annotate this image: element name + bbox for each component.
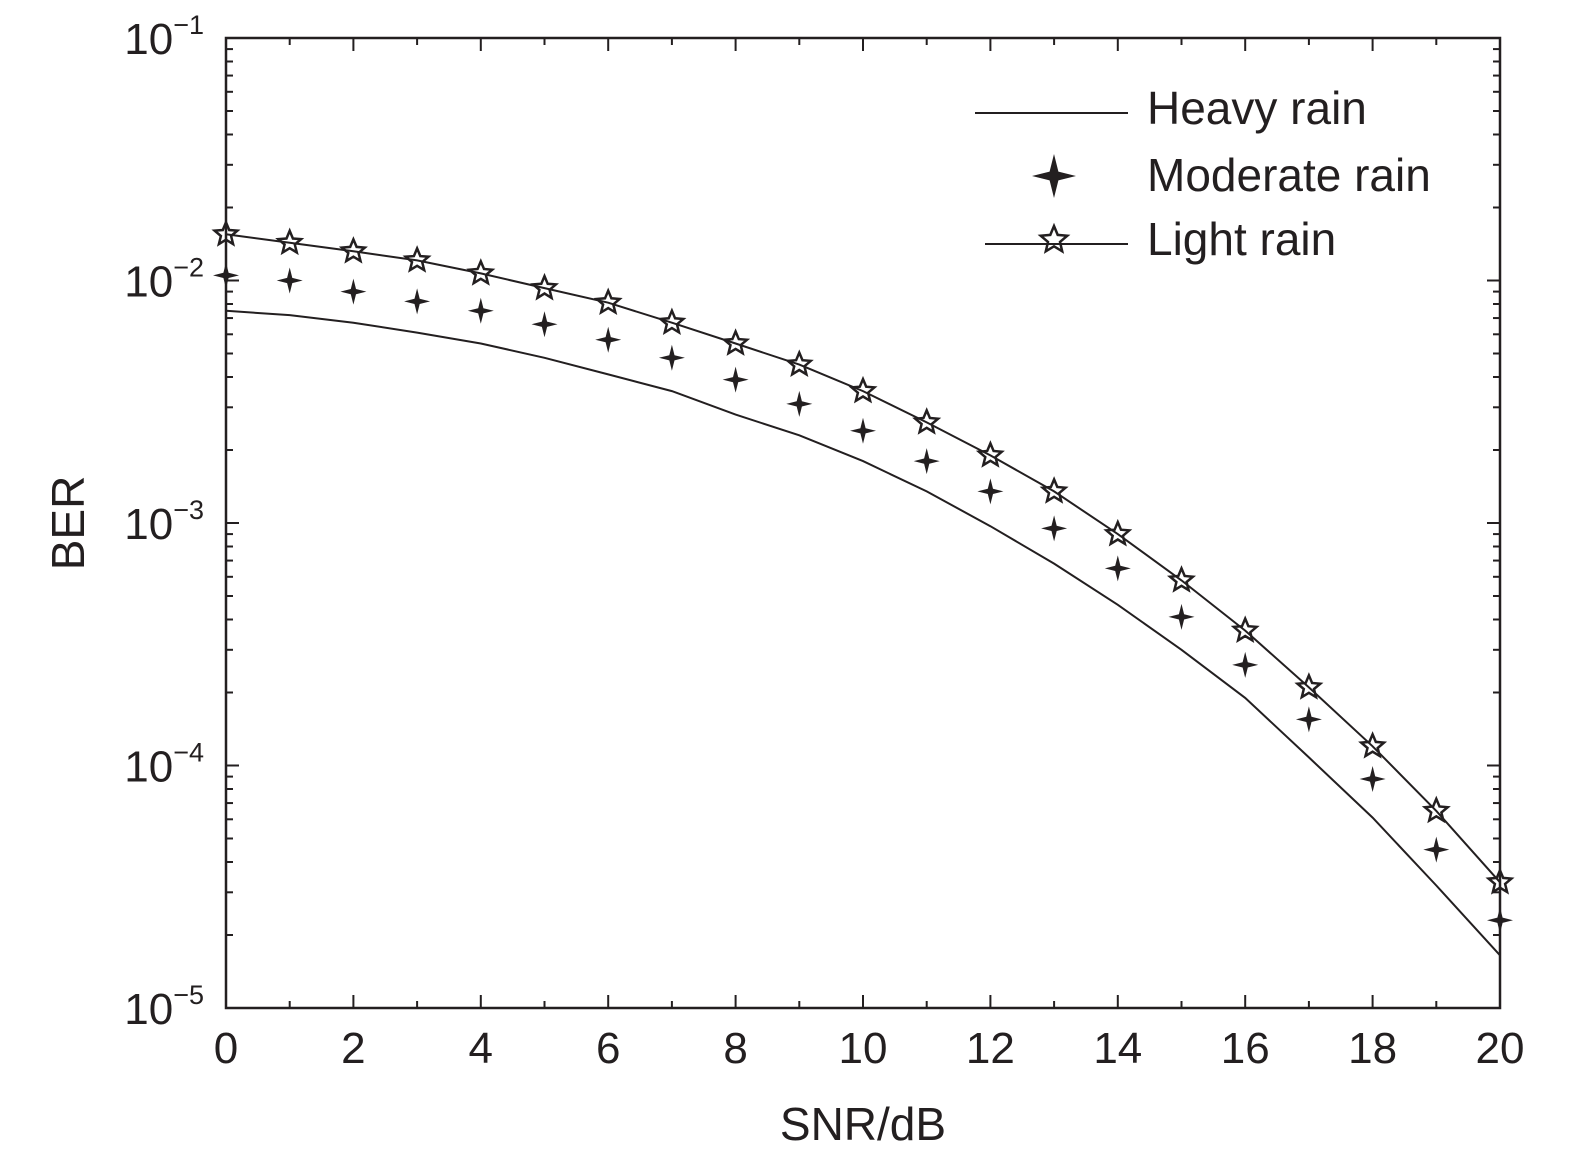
moderate-rain-marker (1295, 706, 1322, 733)
moderate-rain-marker (1041, 515, 1068, 542)
x-tick-label: 0 (214, 1024, 238, 1073)
light-rain-marker (657, 307, 687, 336)
light-rain-marker (1358, 731, 1388, 759)
heavy-rain-line (225, 309, 1501, 956)
moderate-rain-marker (595, 326, 622, 353)
x-tick-label: 14 (1093, 1024, 1142, 1073)
light-rain-marker (275, 227, 305, 256)
light-rain-marker (338, 236, 368, 264)
light-rain-marker (1294, 672, 1324, 700)
light-rain-marker (402, 245, 432, 273)
light-rain-marker (1421, 795, 1451, 824)
light-rain-marker (1103, 518, 1133, 547)
x-tick-label: 8 (723, 1024, 747, 1073)
light-rain-marker (912, 407, 942, 435)
y-tick-label: 10−2 (124, 253, 204, 307)
legend-label: Heavy rain (1147, 82, 1367, 134)
moderate-rain-marker (404, 288, 431, 315)
light-rain-marker (1230, 615, 1260, 643)
light-rain-marker (848, 375, 878, 404)
light-rain-marker (784, 349, 814, 377)
moderate-rain-marker (1359, 765, 1386, 792)
moderate-rain-marker (1232, 651, 1259, 678)
x-tick-label: 2 (341, 1024, 365, 1073)
moderate-rain-series (213, 262, 1513, 934)
light-rain-series (211, 219, 1515, 895)
moderate-rain-marker (1168, 603, 1195, 630)
moderate-rain-marker (658, 344, 685, 371)
legend-label: Moderate rain (1147, 149, 1431, 201)
x-tick-label: 16 (1221, 1024, 1270, 1073)
x-tick-label: 20 (1476, 1024, 1525, 1073)
y-tick-label: 10−1 (124, 10, 204, 64)
x-tick-label: 12 (966, 1024, 1015, 1073)
light-rain-marker (1166, 565, 1197, 593)
x-tick-label: 4 (469, 1024, 493, 1073)
legend-marker (1037, 222, 1071, 254)
x-tick-label: 6 (596, 1024, 620, 1073)
x-axis-label: SNR/dB (780, 1098, 946, 1150)
x-tick-label: 10 (839, 1024, 888, 1073)
legend-marker (1032, 154, 1076, 198)
moderate-rain-marker (722, 366, 749, 393)
moderate-rain-marker (850, 417, 876, 444)
moderate-rain-marker (786, 390, 813, 417)
legend-item-heavy-rain: Heavy rain (975, 82, 1367, 134)
legend-item-moderate-rain: Moderate rain (1032, 149, 1431, 201)
legend-item-light-rain: Light rain (985, 213, 1336, 265)
moderate-rain-marker (531, 311, 558, 338)
moderate-rain-marker (340, 278, 367, 305)
plot-layer (211, 219, 1515, 956)
light-rain-marker (466, 258, 496, 286)
y-tick-label: 10−3 (124, 495, 204, 549)
moderate-rain-marker (1104, 555, 1131, 582)
y-axis-label: BER (42, 476, 94, 571)
light-rain-marker (1039, 476, 1069, 504)
moderate-rain-marker (467, 297, 494, 324)
legend: Heavy rain Moderate rain Light rain (975, 82, 1431, 265)
y-tick-label: 10−4 (124, 738, 204, 792)
x-tick-label: 18 (1348, 1024, 1397, 1073)
light-rain-line (225, 233, 1501, 883)
light-rain-marker (975, 440, 1005, 468)
heavy-rain-series (225, 309, 1501, 956)
ticks-layer: 0 2 4 6 8 10 12 14 16 18 20 10−1 10−2 10−3 10−4 10−5 (124, 10, 1524, 1073)
moderate-rain-marker (276, 267, 303, 294)
moderate-rain-marker (977, 478, 1004, 505)
y-tick-label: 10−5 (124, 980, 204, 1034)
light-rain-marker (721, 328, 751, 356)
light-rain-marker (529, 272, 560, 301)
moderate-rain-marker (913, 448, 940, 475)
legend-label: Light rain (1147, 213, 1336, 265)
moderate-rain-marker (1423, 836, 1450, 863)
light-rain-marker (593, 287, 623, 316)
